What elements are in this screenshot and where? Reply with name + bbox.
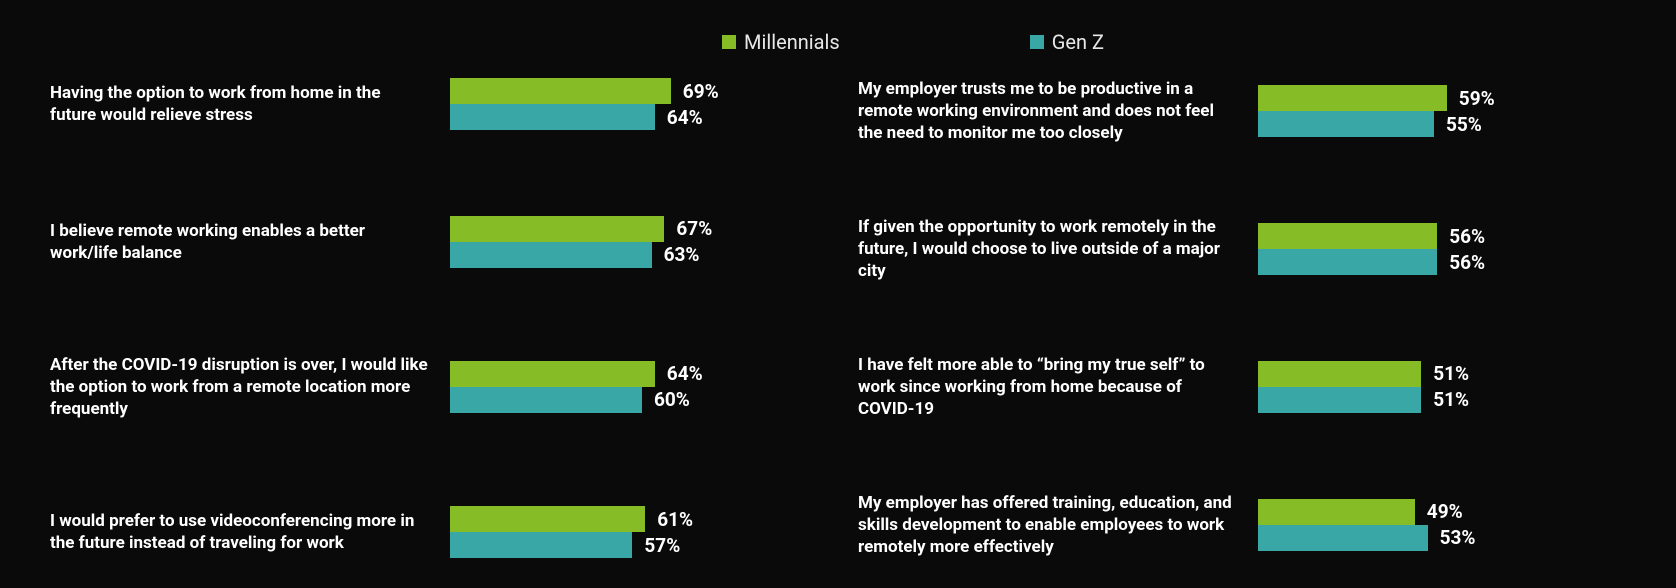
row-label: My employer has offered training, educat… xyxy=(858,492,1238,558)
bar-line: 56% xyxy=(1258,223,1626,249)
bar-line: 49% xyxy=(1258,499,1626,525)
bar-genz xyxy=(450,532,632,558)
bar-millennials xyxy=(1258,85,1447,111)
chart-container: Millennials Gen Z Having the option to w… xyxy=(0,0,1676,588)
bar-genz xyxy=(450,104,655,130)
bar-value: 63% xyxy=(664,243,700,266)
row-bars: 51%51% xyxy=(1258,361,1626,413)
chart-row: I would prefer to use videoconferencing … xyxy=(50,506,818,558)
bar-value: 49% xyxy=(1427,500,1463,523)
legend-label-millennials: Millennials xyxy=(744,30,840,54)
chart-row: I have felt more able to “bring my true … xyxy=(858,354,1626,420)
bar-line: 57% xyxy=(450,532,818,558)
bar-genz xyxy=(450,242,652,268)
row-label: Having the option to work from home in t… xyxy=(50,82,430,126)
row-bars: 69%64% xyxy=(450,78,818,130)
bar-value: 64% xyxy=(667,106,703,129)
row-bars: 61%57% xyxy=(450,506,818,558)
row-bars: 56%56% xyxy=(1258,223,1626,275)
bar-line: 63% xyxy=(450,242,818,268)
bar-value: 67% xyxy=(676,217,712,240)
chart-row: I believe remote working enables a bette… xyxy=(50,216,818,268)
bar-value: 57% xyxy=(644,534,680,557)
row-bars: 67%63% xyxy=(450,216,818,268)
chart-row: After the COVID-19 disruption is over, I… xyxy=(50,354,818,420)
bar-genz xyxy=(450,387,642,413)
row-bars: 64%60% xyxy=(450,361,818,413)
row-label: I believe remote working enables a bette… xyxy=(50,220,430,264)
legend-label-genz: Gen Z xyxy=(1052,30,1104,54)
bar-line: 60% xyxy=(450,387,818,413)
bar-value: 60% xyxy=(654,388,690,411)
bar-line: 56% xyxy=(1258,249,1626,275)
bar-value: 69% xyxy=(683,80,719,103)
bar-value: 56% xyxy=(1449,225,1485,248)
legend-item-genz: Gen Z xyxy=(1030,30,1104,54)
bar-line: 55% xyxy=(1258,111,1626,137)
bar-value: 55% xyxy=(1446,113,1482,136)
bar-millennials xyxy=(450,506,645,532)
row-label: My employer trusts me to be productive i… xyxy=(858,78,1238,144)
legend: Millennials Gen Z xyxy=(50,30,1626,54)
bar-value: 59% xyxy=(1459,87,1495,110)
chart-row: Having the option to work from home in t… xyxy=(50,78,818,130)
legend-swatch-genz xyxy=(1030,35,1044,49)
bar-millennials xyxy=(450,361,655,387)
chart-row: My employer trusts me to be productive i… xyxy=(858,78,1626,144)
row-label: After the COVID-19 disruption is over, I… xyxy=(50,354,430,420)
bar-line: 51% xyxy=(1258,361,1626,387)
bar-millennials xyxy=(450,78,671,104)
bar-millennials xyxy=(1258,361,1421,387)
chart-row: If given the opportunity to work remotel… xyxy=(858,216,1626,282)
bar-value: 51% xyxy=(1433,388,1469,411)
columns: Having the option to work from home in t… xyxy=(50,78,1626,558)
bar-genz xyxy=(1258,387,1421,413)
bar-line: 64% xyxy=(450,361,818,387)
legend-item-millennials: Millennials xyxy=(722,30,840,54)
row-label: I have felt more able to “bring my true … xyxy=(858,354,1238,420)
bar-value: 56% xyxy=(1449,251,1485,274)
column-right: My employer trusts me to be productive i… xyxy=(858,78,1626,558)
bar-line: 61% xyxy=(450,506,818,532)
bar-genz xyxy=(1258,525,1428,551)
bar-line: 51% xyxy=(1258,387,1626,413)
bar-line: 59% xyxy=(1258,85,1626,111)
bar-line: 69% xyxy=(450,78,818,104)
chart-row: My employer has offered training, educat… xyxy=(858,492,1626,558)
bar-millennials xyxy=(1258,223,1437,249)
column-left: Having the option to work from home in t… xyxy=(50,78,818,558)
bar-value: 53% xyxy=(1440,526,1476,549)
bar-value: 64% xyxy=(667,362,703,385)
row-bars: 49%53% xyxy=(1258,499,1626,551)
bar-millennials xyxy=(1258,499,1415,525)
bar-genz xyxy=(1258,111,1434,137)
row-label: I would prefer to use videoconferencing … xyxy=(50,510,430,554)
row-bars: 59%55% xyxy=(1258,85,1626,137)
bar-line: 67% xyxy=(450,216,818,242)
bar-line: 64% xyxy=(450,104,818,130)
bar-millennials xyxy=(450,216,664,242)
bar-line: 53% xyxy=(1258,525,1626,551)
bar-value: 61% xyxy=(657,508,693,531)
row-label: If given the opportunity to work remotel… xyxy=(858,216,1238,282)
legend-swatch-millennials xyxy=(722,35,736,49)
bar-genz xyxy=(1258,249,1437,275)
bar-value: 51% xyxy=(1433,362,1469,385)
